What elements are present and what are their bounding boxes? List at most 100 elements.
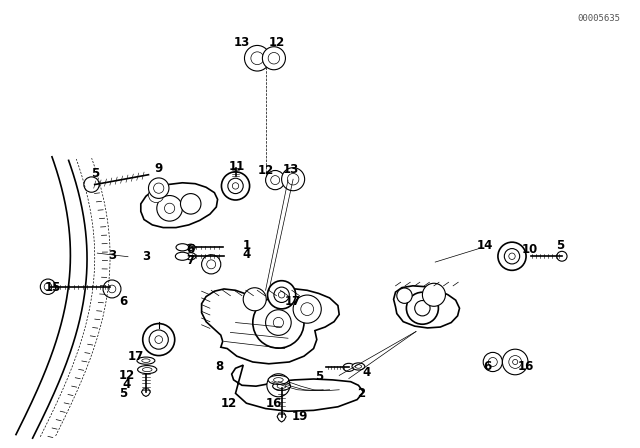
Text: 15: 15 — [44, 281, 61, 294]
Text: 4: 4 — [123, 378, 131, 391]
Circle shape — [164, 203, 175, 213]
Circle shape — [180, 194, 201, 214]
Circle shape — [244, 45, 270, 71]
Circle shape — [157, 195, 182, 221]
Circle shape — [84, 177, 99, 192]
Text: 10: 10 — [522, 243, 538, 257]
Circle shape — [251, 52, 264, 65]
Circle shape — [268, 52, 280, 64]
Text: 16: 16 — [518, 360, 534, 373]
Circle shape — [406, 292, 438, 324]
Circle shape — [202, 255, 221, 274]
Text: 13: 13 — [234, 36, 250, 49]
Ellipse shape — [176, 244, 189, 251]
Circle shape — [415, 301, 430, 316]
Circle shape — [509, 356, 522, 368]
Text: 5: 5 — [91, 167, 99, 181]
Ellipse shape — [142, 359, 150, 362]
Ellipse shape — [175, 252, 189, 260]
Circle shape — [154, 183, 164, 193]
Circle shape — [267, 374, 290, 397]
Text: 11: 11 — [228, 160, 245, 173]
Circle shape — [273, 318, 284, 327]
Ellipse shape — [268, 375, 289, 384]
Circle shape — [271, 176, 280, 185]
Circle shape — [228, 178, 243, 194]
Circle shape — [293, 295, 321, 323]
Text: 12: 12 — [268, 36, 285, 49]
Text: 16: 16 — [266, 396, 282, 410]
Text: 5: 5 — [315, 370, 323, 383]
Ellipse shape — [557, 251, 567, 261]
Ellipse shape — [143, 367, 152, 371]
Polygon shape — [202, 289, 339, 364]
Circle shape — [266, 310, 291, 336]
Circle shape — [273, 380, 284, 390]
Text: 5: 5 — [556, 239, 564, 252]
Text: 5: 5 — [119, 387, 127, 400]
Polygon shape — [141, 183, 218, 228]
Text: 14: 14 — [477, 239, 493, 252]
Ellipse shape — [137, 357, 155, 364]
Circle shape — [498, 242, 526, 270]
Text: 8: 8 — [215, 360, 223, 373]
Ellipse shape — [352, 363, 365, 370]
Circle shape — [287, 173, 299, 185]
Circle shape — [513, 359, 518, 365]
Circle shape — [148, 187, 164, 202]
Circle shape — [268, 281, 296, 309]
Text: 19: 19 — [291, 410, 308, 423]
Circle shape — [232, 183, 239, 189]
Text: 6: 6 — [484, 360, 492, 373]
Text: 6: 6 — [119, 294, 127, 308]
Text: 12: 12 — [221, 396, 237, 410]
Ellipse shape — [343, 363, 355, 371]
Ellipse shape — [355, 365, 362, 368]
Ellipse shape — [277, 384, 286, 388]
Circle shape — [422, 283, 445, 306]
Circle shape — [504, 249, 520, 264]
Circle shape — [262, 47, 285, 70]
Circle shape — [282, 168, 305, 191]
Circle shape — [488, 358, 497, 366]
Text: 17: 17 — [127, 349, 144, 363]
Circle shape — [301, 303, 314, 315]
Circle shape — [108, 285, 116, 293]
Circle shape — [155, 336, 163, 344]
Text: 4: 4 — [362, 366, 370, 379]
Circle shape — [221, 172, 250, 200]
Circle shape — [103, 280, 121, 298]
Circle shape — [483, 353, 502, 371]
Circle shape — [397, 288, 412, 303]
Circle shape — [266, 171, 285, 190]
Text: 12: 12 — [257, 164, 274, 177]
Circle shape — [40, 279, 56, 294]
Circle shape — [278, 292, 285, 298]
Text: 12: 12 — [118, 369, 135, 382]
Text: 1: 1 — [243, 239, 250, 252]
Text: 7: 7 — [187, 254, 195, 267]
Circle shape — [253, 297, 304, 348]
Text: 00005635: 00005635 — [578, 14, 621, 23]
Circle shape — [274, 287, 289, 302]
Text: 9: 9 — [155, 161, 163, 175]
Polygon shape — [232, 365, 364, 411]
Circle shape — [243, 288, 266, 311]
Text: 3: 3 — [142, 250, 150, 263]
Circle shape — [148, 178, 169, 198]
Polygon shape — [394, 286, 460, 328]
Text: 4: 4 — [243, 248, 250, 261]
Circle shape — [207, 260, 216, 269]
Circle shape — [44, 283, 52, 291]
Ellipse shape — [186, 244, 195, 250]
Text: 3: 3 — [108, 249, 116, 262]
Ellipse shape — [273, 378, 283, 382]
Ellipse shape — [273, 382, 291, 390]
Text: 17: 17 — [285, 294, 301, 308]
Polygon shape — [141, 389, 150, 396]
Circle shape — [509, 253, 515, 259]
Circle shape — [149, 330, 168, 349]
Ellipse shape — [138, 366, 157, 374]
Text: 6: 6 — [187, 243, 195, 257]
Circle shape — [143, 323, 175, 356]
